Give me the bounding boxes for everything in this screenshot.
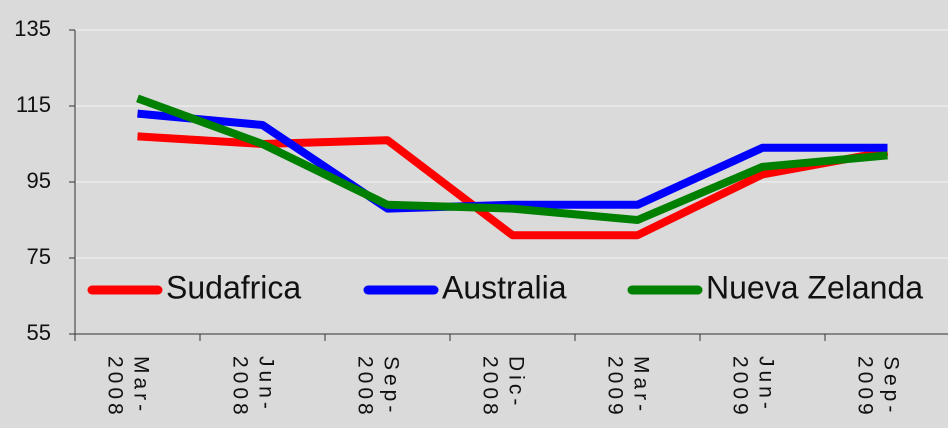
y-tick-label: 135 — [14, 16, 51, 41]
series-line — [137, 109, 888, 213]
series-line — [136, 94, 888, 224]
x-tick-label: Sep-2008 — [353, 356, 403, 419]
legend-label: Australia — [442, 269, 567, 305]
y-tick-label: 55 — [27, 320, 51, 345]
legend-label: Sudafrica — [166, 269, 301, 305]
y-tick-label: 75 — [27, 244, 51, 269]
x-tick-label: Dic-2008 — [478, 356, 528, 419]
y-tick-label: 95 — [27, 168, 51, 193]
x-tick-label: Jun-2009 — [728, 356, 778, 419]
x-tick-label: Mar-2008 — [103, 356, 153, 419]
x-tick-label: Mar-2009 — [603, 356, 653, 419]
x-tick-label: Jun-2008 — [228, 356, 278, 419]
y-tick-label: 115 — [16, 92, 51, 117]
legend-label: Nueva Zelanda — [706, 269, 923, 305]
x-tick-label: Sep-2009 — [853, 356, 903, 419]
